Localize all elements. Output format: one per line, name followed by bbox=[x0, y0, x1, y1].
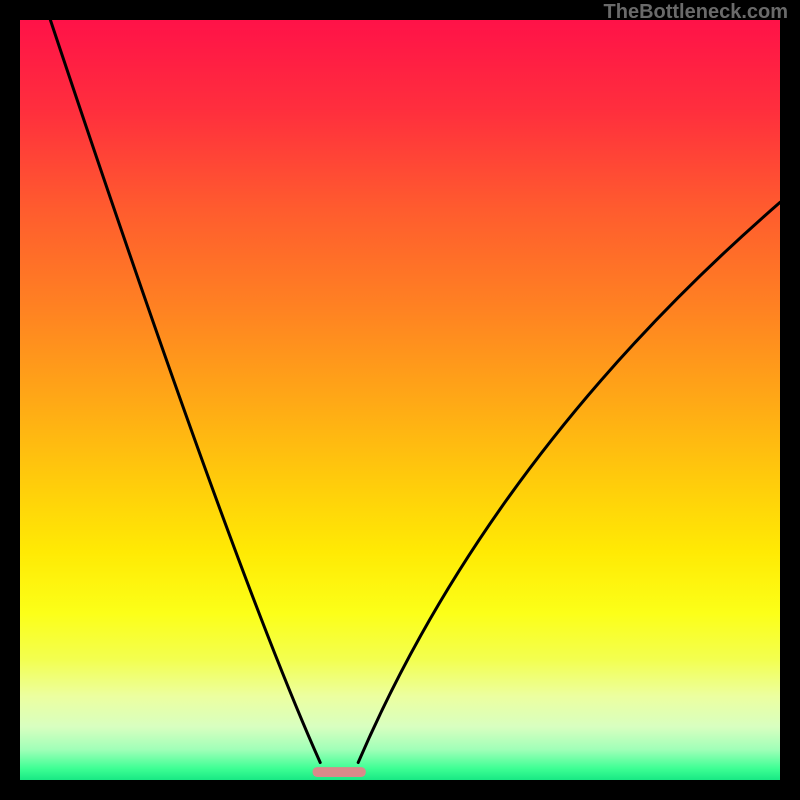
chart-background bbox=[20, 20, 780, 780]
trough-pill bbox=[313, 767, 366, 777]
chart-svg bbox=[20, 20, 780, 780]
watermark: TheBottleneck.com bbox=[604, 1, 788, 24]
plot-area bbox=[20, 20, 780, 780]
